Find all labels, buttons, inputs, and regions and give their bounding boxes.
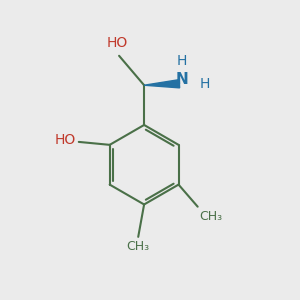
Text: N: N (176, 72, 188, 87)
Text: HO: HO (55, 134, 76, 147)
Text: H: H (177, 54, 187, 68)
Text: CH₃: CH₃ (127, 240, 150, 254)
Text: H: H (200, 77, 210, 91)
Text: CH₃: CH₃ (199, 210, 222, 223)
Text: HO: HO (107, 37, 128, 50)
Polygon shape (144, 80, 180, 88)
